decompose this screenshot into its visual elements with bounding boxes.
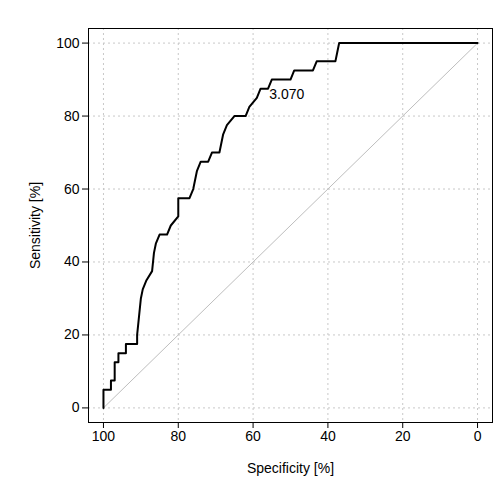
svg-text:60: 60 <box>245 428 261 444</box>
svg-text:60: 60 <box>64 180 80 196</box>
svg-text:100: 100 <box>92 428 116 444</box>
svg-text:Sensitivity [%]: Sensitivity [%] <box>27 182 43 269</box>
svg-text:80: 80 <box>170 428 186 444</box>
svg-text:0: 0 <box>72 399 80 415</box>
svg-text:0: 0 <box>474 428 482 444</box>
svg-text:Specificity [%]: Specificity [%] <box>247 460 334 476</box>
svg-text:20: 20 <box>64 326 80 342</box>
svg-text:80: 80 <box>64 108 80 124</box>
svg-text:3.070: 3.070 <box>269 86 304 102</box>
svg-text:40: 40 <box>320 428 336 444</box>
svg-text:40: 40 <box>64 253 80 269</box>
svg-text:20: 20 <box>395 428 411 444</box>
svg-text:100: 100 <box>56 35 80 51</box>
